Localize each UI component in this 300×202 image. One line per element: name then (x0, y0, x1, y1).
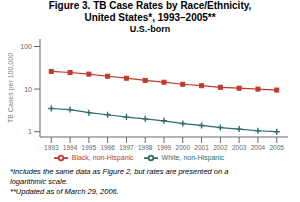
html-text:White, non-Hispanic: White, non-Hispanic (161, 153, 225, 161)
svg-text:2004: 2004 (251, 144, 266, 151)
svg-text:100: 100 (20, 43, 32, 50)
svg-text:1999: 1999 (157, 144, 172, 151)
svg-text:1998: 1998 (138, 144, 153, 151)
svg-text:2001: 2001 (194, 144, 209, 151)
svg-text:2005: 2005 (269, 144, 284, 151)
html-text:Black, non-Hispanic: Black, non-Hispanic (71, 153, 134, 161)
html-text:U.S.-born: U.S.-born (129, 24, 171, 34)
html-text:**Updated as of March 29, 2006: **Updated as of March 29, 2006. (10, 187, 119, 196)
svg-text:2003: 2003 (232, 144, 247, 151)
html-text:*Includes the same data as Fig: *Includes the same data as Figure 2, but… (10, 167, 229, 176)
svg-text:2000: 2000 (176, 144, 191, 151)
svg-text:1994: 1994 (63, 144, 78, 151)
svg-text:1997: 1997 (119, 144, 134, 151)
svg-text:1996: 1996 (100, 144, 115, 151)
svg-text:1993: 1993 (44, 144, 59, 151)
svg-text:10: 10 (24, 86, 32, 93)
html-text:Figure 3. TB Case Rates by Rac: Figure 3. TB Case Rates by Race/Ethnicit… (48, 0, 252, 23)
svg-text:1995: 1995 (82, 144, 97, 151)
svg-text:1: 1 (28, 128, 32, 135)
svg-text:2002: 2002 (213, 144, 228, 151)
svg-text:TB Cases per 100,000: TB Cases per 100,000 (8, 53, 15, 123)
html-text:logarithmic scale.: logarithmic scale. (10, 177, 68, 186)
